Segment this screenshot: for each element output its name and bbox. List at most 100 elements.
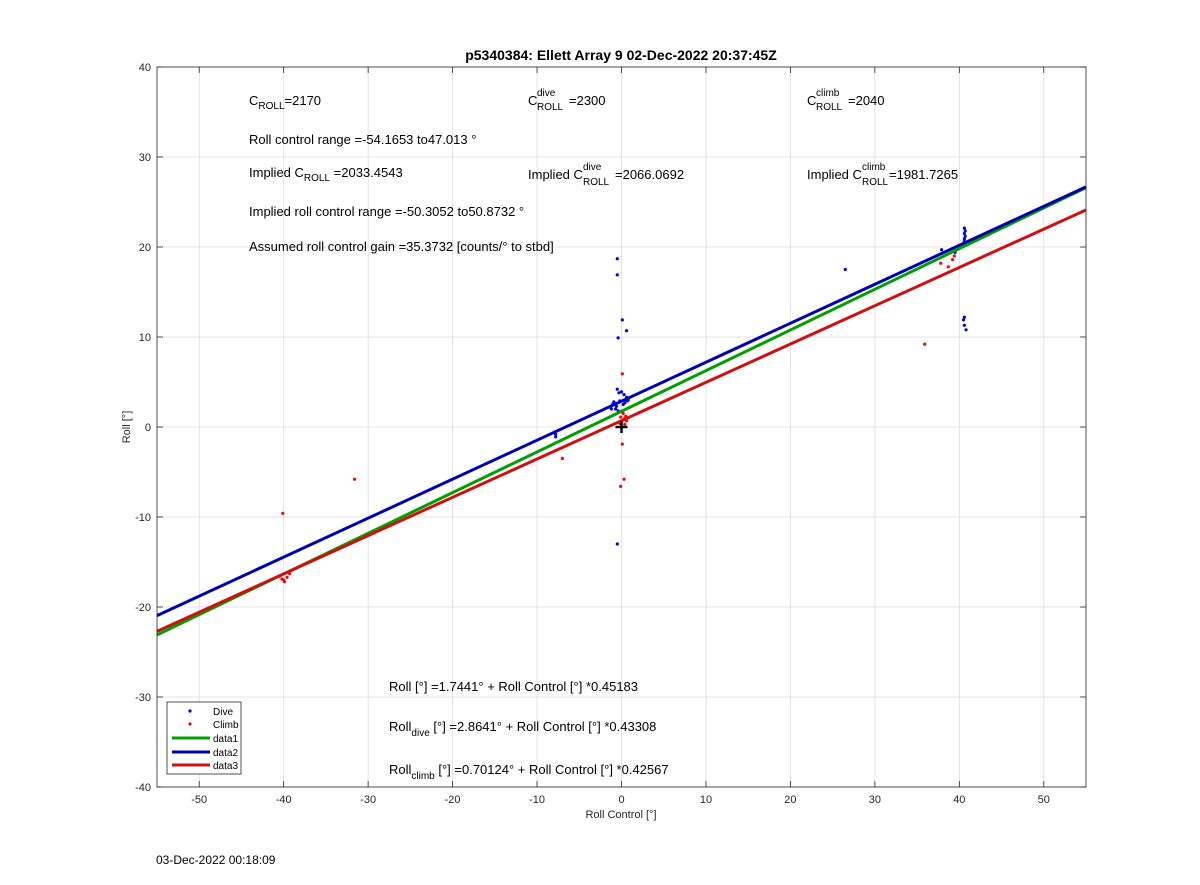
svg-text:=2300: =2300 xyxy=(569,93,606,108)
x-axis-label: Roll Control [°] xyxy=(585,809,656,821)
point-climb xyxy=(619,415,623,419)
point-dive xyxy=(615,257,619,261)
point-climb xyxy=(287,572,292,576)
svg-text:Implied C: Implied C xyxy=(807,167,862,182)
point-dive xyxy=(624,329,629,333)
svg-text:C: C xyxy=(807,93,816,108)
x-tick-label: -20 xyxy=(445,794,461,806)
point-dive xyxy=(964,328,968,332)
legend-item-data3: data3 xyxy=(172,761,238,772)
point-dive xyxy=(617,391,621,395)
x-tick-label: 10 xyxy=(700,794,712,806)
plot-frame xyxy=(156,66,1087,788)
point-dive xyxy=(843,267,847,272)
point-climb xyxy=(624,419,629,423)
svg-text:=1981.7265: =1981.7265 xyxy=(889,167,958,182)
point-climb xyxy=(621,411,625,416)
fit-climb-annotation: Rollclimb [°] =0.70124° + Roll Control [… xyxy=(389,762,669,782)
legend-item-dive: Dive xyxy=(188,707,233,718)
x-tick-label: -40 xyxy=(276,794,292,806)
point-dive xyxy=(939,248,944,252)
y-tick-label: 20 xyxy=(139,242,151,254)
svg-text:climb: climb xyxy=(862,162,886,173)
legend-label-data1: data1 xyxy=(213,734,238,745)
y-tick-label: -40 xyxy=(135,782,151,794)
roll-control-range-annotation: Roll control range =-54.1653 to47.013 ° xyxy=(249,132,476,147)
point-climb xyxy=(623,422,627,426)
point-dive xyxy=(620,318,624,322)
point-dive xyxy=(623,401,627,405)
x-tick-label: -10 xyxy=(529,794,545,806)
y-tick-label: 40 xyxy=(139,62,151,74)
legend-item-climb: Climb xyxy=(188,720,239,731)
fit-all-annotation: Roll [°] =1.7441° + Roll Control [°] *0.… xyxy=(389,679,638,694)
legend-label-climb: Climb xyxy=(213,720,239,731)
point-dive xyxy=(613,407,618,411)
point-climb xyxy=(353,477,357,481)
point-dive xyxy=(615,387,619,391)
x-tick-label: 20 xyxy=(784,794,796,806)
x-tick-label: -50 xyxy=(191,794,207,806)
point-dive xyxy=(962,226,966,230)
c-roll-climb-annotation: C climb ROLL =2040 xyxy=(807,88,885,113)
point-dive xyxy=(615,273,619,277)
point-climb xyxy=(277,574,282,579)
y-axis-label: Roll [°] xyxy=(121,411,133,444)
svg-text:=2066.0692: =2066.0692 xyxy=(615,167,684,182)
svg-text:C: C xyxy=(528,93,537,108)
point-dive xyxy=(616,336,620,340)
fit-line-data2 xyxy=(156,185,1087,617)
implied-c-roll-dive-annotation: Implied C dive ROLL =2066.0692 xyxy=(528,162,684,188)
x-tick-label: 30 xyxy=(869,794,881,806)
legend-label-data2: data2 xyxy=(213,748,238,759)
y-tick-label: -20 xyxy=(135,602,151,614)
svg-text:Implied C: Implied C xyxy=(528,167,583,182)
svg-text:ROLL: ROLL xyxy=(862,177,889,188)
point-dive xyxy=(554,435,558,439)
footer-timestamp: 03-Dec-2022 00:18:09 xyxy=(156,853,276,867)
svg-text:ROLL: ROLL xyxy=(583,177,610,188)
svg-text:dive: dive xyxy=(537,88,556,99)
y-tick-label: 10 xyxy=(139,332,151,344)
c-roll-annotation: CROLL=2170 xyxy=(249,93,321,112)
point-dive xyxy=(962,315,966,319)
y-tick-label: 30 xyxy=(139,152,151,164)
point-climb xyxy=(923,342,927,346)
point-dive xyxy=(961,318,966,322)
implied-roll-range-annotation: Implied roll control range =-50.3052 to5… xyxy=(249,204,524,219)
legend-marker-climb xyxy=(188,722,192,726)
point-climb xyxy=(620,372,624,376)
point-climb xyxy=(950,258,955,262)
point-climb xyxy=(946,265,950,269)
point-climb xyxy=(939,261,943,265)
point-climb xyxy=(281,511,285,515)
point-climb xyxy=(282,578,286,582)
legend-item-data1: data1 xyxy=(172,734,238,745)
y-tick-label: -10 xyxy=(135,512,151,524)
point-dive xyxy=(622,393,626,397)
y-tick-label: 0 xyxy=(145,422,151,434)
legend-item-data2: data2 xyxy=(172,748,238,759)
point-climb xyxy=(624,414,628,418)
x-tick-label: 40 xyxy=(953,794,965,806)
point-dive xyxy=(962,231,966,236)
legend-label-data3: data3 xyxy=(213,761,238,772)
svg-text:=2040: =2040 xyxy=(848,93,885,108)
y-tick-label: -30 xyxy=(135,692,151,704)
roll-control-gain-annotation: Assumed roll control gain =35.3732 [coun… xyxy=(249,239,554,254)
c-roll-dive-annotation: C dive ROLL =2300 xyxy=(528,88,606,113)
point-climb xyxy=(952,254,956,258)
point-dive xyxy=(962,323,966,327)
svg-text:ROLL: ROLL xyxy=(816,102,843,113)
chart-title: p5340384: Ellett Array 9 02-Dec-2022 20:… xyxy=(465,47,777,63)
implied-c-roll-climb-annotation: Implied C climb ROLL =1981.7265 xyxy=(807,162,958,188)
x-tick-label: 0 xyxy=(618,794,624,806)
point-climb xyxy=(619,484,623,488)
svg-text:ROLL: ROLL xyxy=(537,102,564,113)
svg-text:dive: dive xyxy=(583,162,602,173)
point-dive xyxy=(615,542,619,546)
implied-c-roll-annotation: Implied CROLL =2033.4543 xyxy=(249,165,403,184)
data-layer xyxy=(156,185,1087,637)
axis-ticks: -50 -40 -30 -20 -10 0 10 20 30 40 50 -40 -30 -20 -10 0 1… xyxy=(135,62,1086,806)
